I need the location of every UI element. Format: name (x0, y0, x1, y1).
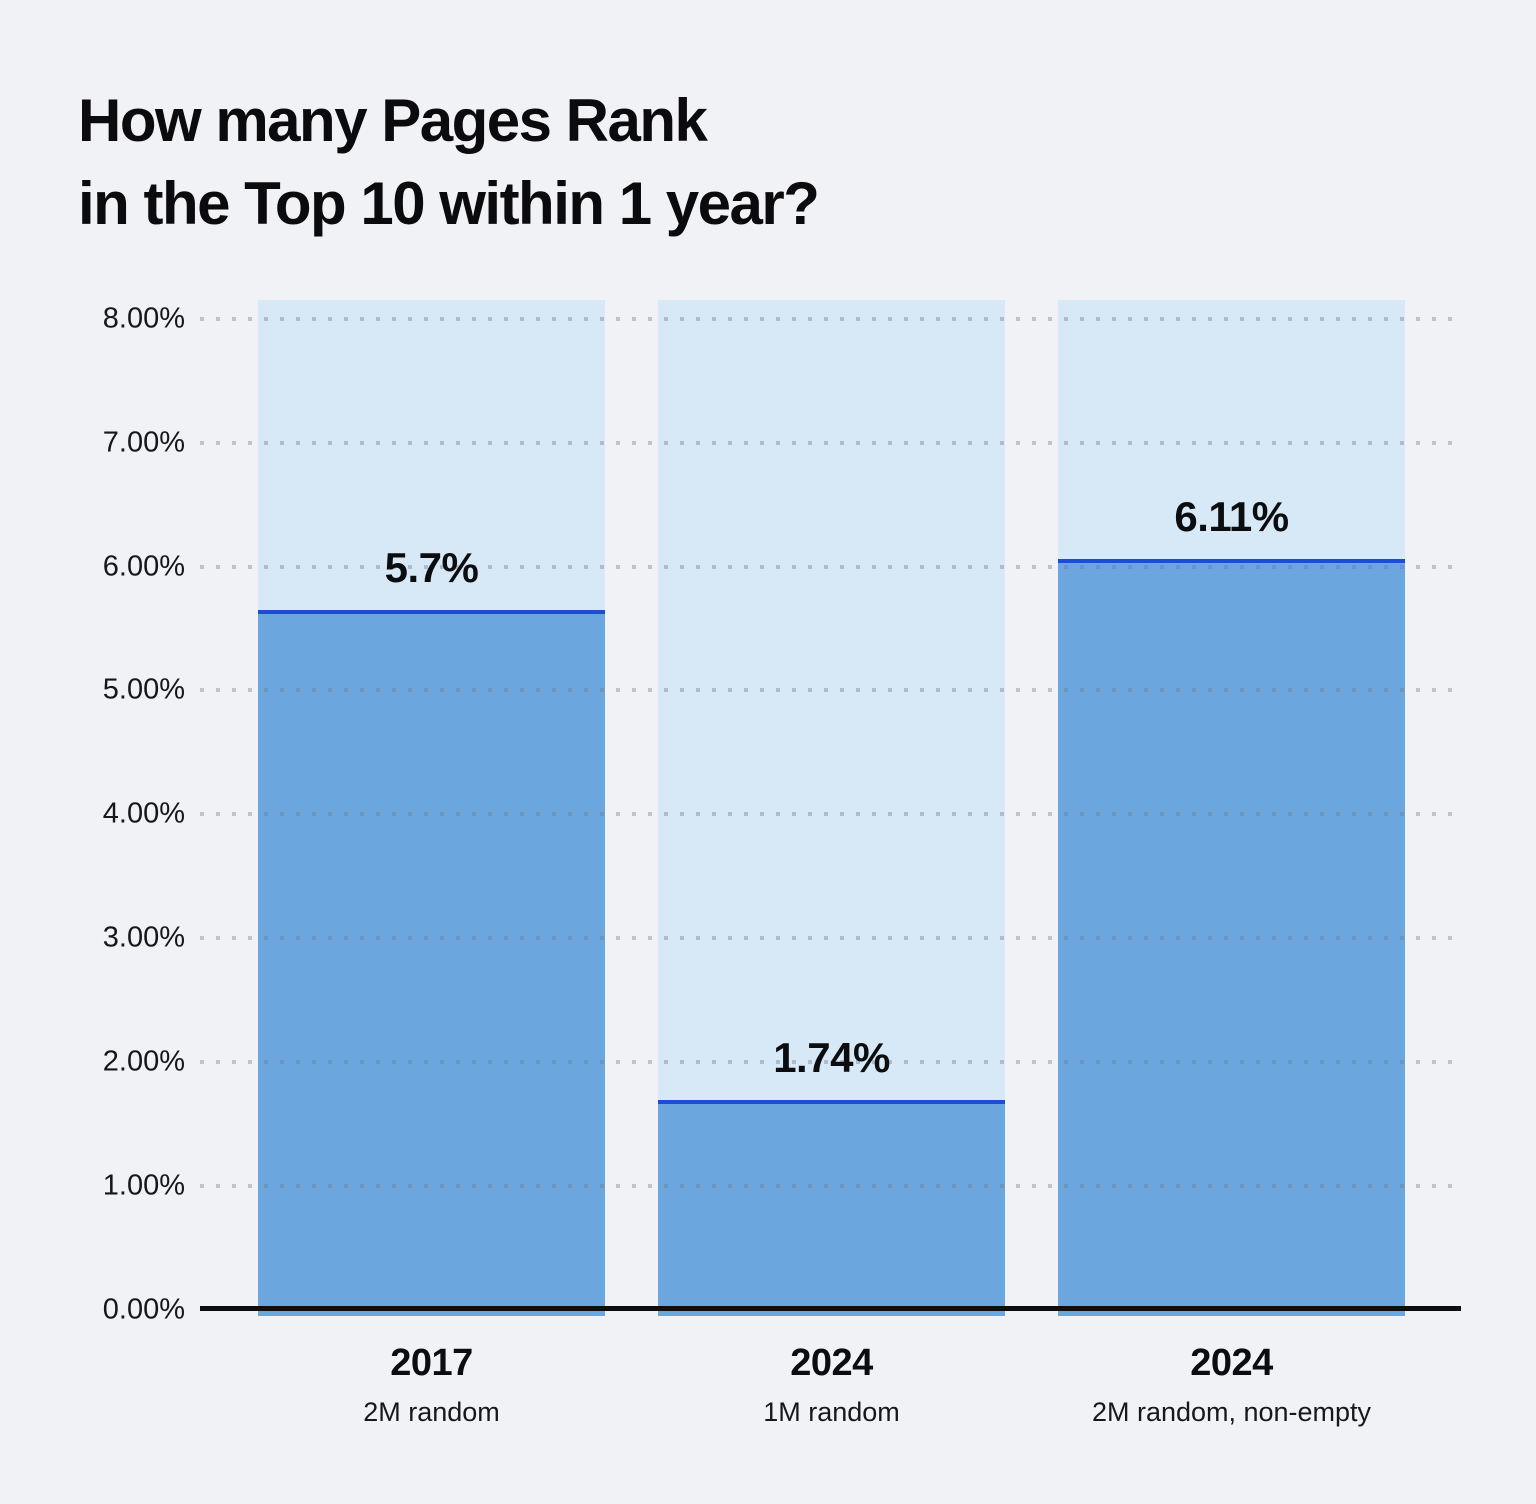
x-category-year: 2024 (790, 1342, 873, 1384)
gridline (200, 688, 1461, 693)
bar-value-label: 1.74% (773, 1034, 890, 1082)
bar-value-label: 5.7% (384, 543, 479, 591)
y-tick-label: 3.00% (102, 921, 185, 954)
y-tick-label: 2.00% (102, 1045, 185, 1078)
bar-fill (258, 609, 605, 1316)
bar-column: 5.7% (258, 300, 605, 1316)
gridline (200, 812, 1461, 817)
chart-title-line-2: in the Top 10 within 1 year? (78, 169, 820, 237)
y-tick-label: 1.00% (102, 1169, 185, 1202)
bar-fill (658, 1100, 1005, 1316)
y-tick-label: 0.00% (102, 1293, 185, 1326)
x-category-sublabel: 2M random (363, 1397, 500, 1427)
gridline (200, 440, 1461, 445)
y-tick-label: 6.00% (102, 550, 185, 583)
x-category-label: 2024 1M random (658, 1342, 1005, 1428)
y-tick-label: 7.00% (102, 426, 185, 459)
y-axis: 0.00% 1.00% 2.00% 3.00% 4.00% 5.00% 6.00% 7.00%… (0, 0, 185, 1504)
gridline (200, 936, 1461, 941)
x-category-label: 2024 2M random, non-empty (1058, 1342, 1405, 1428)
y-tick-label: 5.00% (102, 673, 185, 706)
bar-column: 6.11% (1058, 300, 1405, 1316)
gridline (200, 1184, 1461, 1189)
y-tick-label: 8.00% (102, 302, 185, 335)
gridline (200, 564, 1461, 569)
x-category-year: 2024 (1190, 1342, 1273, 1384)
bar-fill (1058, 558, 1405, 1316)
chart-title: How many Pages Rank in the Top 10 within… (78, 80, 820, 246)
chart-title-line-1: How many Pages Rank (78, 87, 708, 154)
gridline (200, 1060, 1461, 1065)
x-axis-line (200, 1306, 1461, 1311)
bar-value-label: 6.11% (1174, 492, 1289, 540)
x-category-sublabel: 2M random, non-empty (1091, 1397, 1372, 1427)
bar-column: 1.74% (658, 300, 1005, 1316)
plot-area: 5.7% 1.74% 6.11% (200, 300, 1461, 1316)
x-category-label: 2017 2M random (258, 1342, 605, 1428)
y-tick-label: 4.00% (102, 797, 185, 830)
x-category-sublabel: 1M random (763, 1397, 900, 1427)
x-category-year: 2017 (390, 1342, 473, 1384)
gridline (200, 316, 1461, 321)
